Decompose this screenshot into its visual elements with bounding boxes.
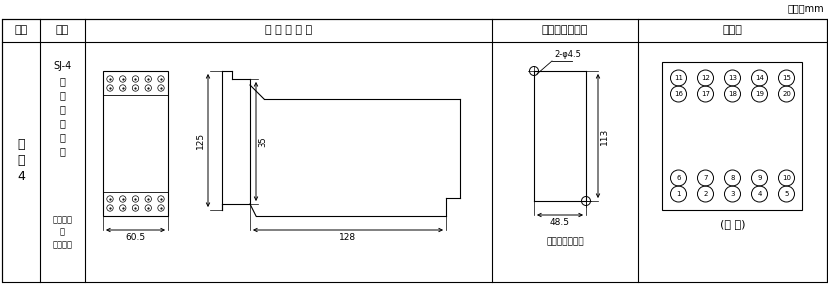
Text: 结构: 结构 (55, 26, 69, 36)
Text: 1: 1 (676, 191, 680, 197)
Text: 前: 前 (60, 118, 65, 128)
Text: 凸: 凸 (60, 76, 65, 86)
Text: (正 视): (正 视) (719, 219, 744, 229)
Text: 10: 10 (781, 175, 790, 181)
Bar (103, 71, 168, 216)
Text: 128: 128 (339, 233, 356, 242)
Text: 35: 35 (258, 136, 267, 147)
Text: 17: 17 (700, 91, 709, 97)
Text: 18: 18 (727, 91, 736, 97)
Text: 卡轨安装
或
螺钉安装: 卡轨安装 或 螺钉安装 (52, 215, 72, 249)
Text: 113: 113 (599, 128, 609, 145)
Text: 式: 式 (60, 104, 65, 114)
Text: 3: 3 (729, 191, 734, 197)
Bar (662, 62, 802, 210)
Text: 5: 5 (783, 191, 787, 197)
Text: 48.5: 48.5 (549, 218, 570, 227)
Text: 19: 19 (754, 91, 763, 97)
Text: 6: 6 (676, 175, 680, 181)
Text: 4: 4 (757, 191, 761, 197)
Text: 15: 15 (781, 75, 790, 81)
Text: 图号: 图号 (14, 26, 27, 36)
Text: 60.5: 60.5 (125, 233, 146, 242)
Text: 7: 7 (702, 175, 707, 181)
Text: 20: 20 (781, 91, 790, 97)
Text: 安装开孔尺寸图: 安装开孔尺寸图 (542, 26, 588, 36)
Text: 125: 125 (195, 132, 205, 149)
Text: 出: 出 (60, 90, 65, 100)
Text: SJ-4: SJ-4 (53, 61, 71, 71)
Text: 端子图: 端子图 (722, 26, 742, 36)
Text: 11: 11 (673, 75, 682, 81)
Text: 接: 接 (60, 132, 65, 142)
Text: 单位：mm: 单位：mm (787, 3, 823, 13)
Text: 2-φ4.5: 2-φ4.5 (553, 50, 580, 59)
Text: 螺钉安装开孔图: 螺钉安装开孔图 (546, 237, 583, 247)
Text: 2: 2 (702, 191, 707, 197)
Text: 图: 图 (17, 153, 25, 166)
Text: 外 形 尺 寸 图: 外 形 尺 寸 图 (265, 26, 311, 36)
Text: 9: 9 (756, 175, 761, 181)
Text: 4: 4 (17, 170, 25, 183)
Text: 8: 8 (729, 175, 734, 181)
Text: 线: 线 (60, 146, 65, 156)
Text: 13: 13 (727, 75, 736, 81)
Text: 14: 14 (754, 75, 763, 81)
Text: 12: 12 (700, 75, 709, 81)
Text: 附: 附 (17, 137, 25, 151)
Text: 16: 16 (673, 91, 682, 97)
